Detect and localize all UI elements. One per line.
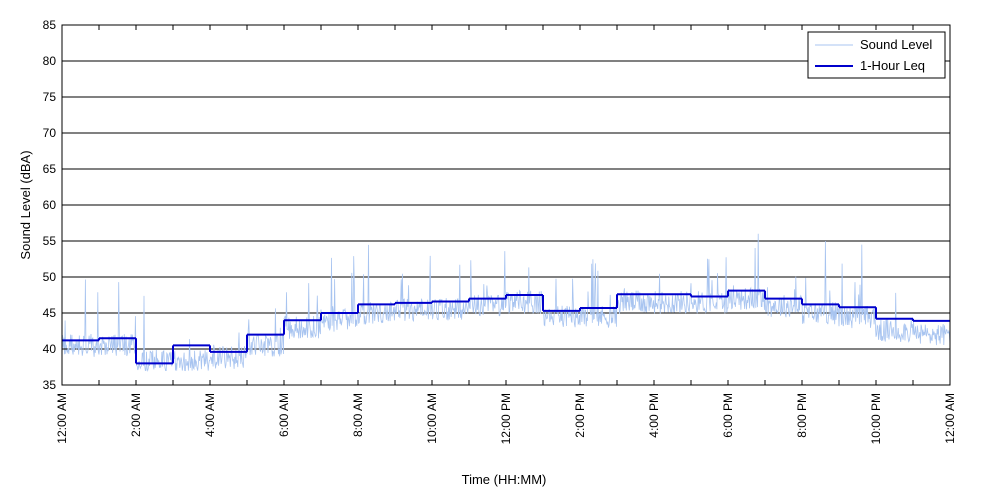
y-axis: 35 40 45 50 55 60 65 70 75 80 85 [43,18,950,392]
y-tick-label: 55 [43,234,57,248]
y-tick-label: 75 [43,90,57,104]
x-tick-label: 8:00 PM [795,393,809,438]
y-tick-label: 40 [43,342,57,356]
legend-label-sound-level: Sound Level [860,37,932,52]
y-axis-label: Sound Level (dBA) [18,150,33,259]
y-tick-label: 60 [43,198,57,212]
x-tick-label: 4:00 PM [647,393,661,438]
x-tick-label: 10:00 AM [425,393,439,444]
x-tick-label: 6:00 PM [721,393,735,438]
x-tick-label: 10:00 PM [869,393,883,444]
series-1-hour-leq [62,289,950,365]
x-tick-label: 12:00 AM [55,393,69,444]
x-tick-label: 2:00 PM [573,393,587,438]
x-tick-label: 4:00 AM [203,393,217,437]
y-tick-label: 65 [43,162,57,176]
x-tick-label: 8:00 AM [351,393,365,437]
x-axis: 12:00 AM 2:00 AM 4:00 AM 6:00 AM 8:00 AM 10:0… [55,25,957,444]
y-tick-label: 45 [43,306,57,320]
x-axis-label: Time (HH:MM) [462,472,547,487]
legend-box [807,31,946,79]
legend: Sound Level 1-Hour Leq [807,31,946,79]
x-tick-label: 12:00 PM [499,393,513,444]
y-tick-label: 35 [43,378,57,392]
y-tick-label: 70 [43,126,57,140]
y-tick-label: 80 [43,54,57,68]
y-tick-label: 85 [43,18,57,32]
y-tick-label: 50 [43,270,57,284]
x-tick-label: 12:00 AM [943,393,957,444]
x-tick-label: 6:00 AM [277,393,291,437]
x-tick-label: 2:00 AM [129,393,143,437]
legend-label-1-hour-leq: 1-Hour Leq [860,58,925,73]
